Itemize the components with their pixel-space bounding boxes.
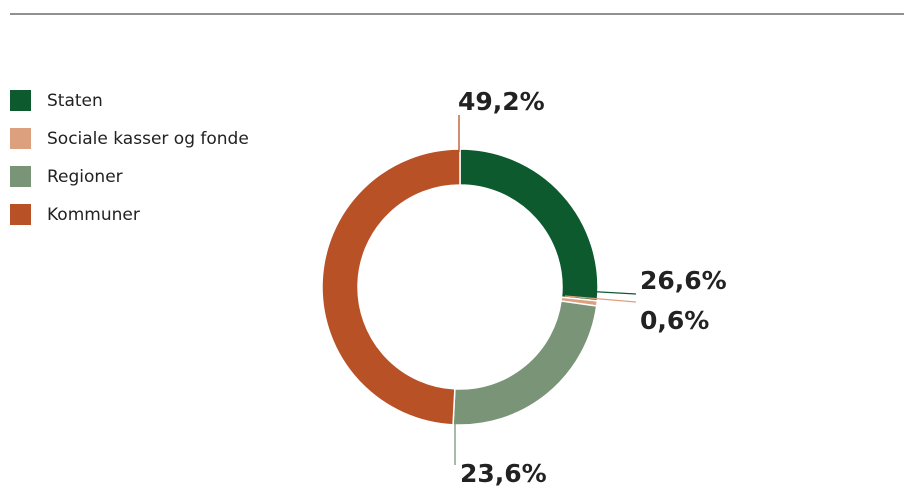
legend-swatch <box>10 128 31 149</box>
donut-slice <box>452 300 598 426</box>
donut-slice <box>459 148 599 302</box>
legend-label: Regioner <box>47 167 123 187</box>
legend-label: Sociale kasser og fonde <box>47 129 249 149</box>
leader-line <box>564 289 637 295</box>
donut-slice <box>321 148 461 426</box>
legend-label: Staten <box>47 91 103 111</box>
leader-line <box>564 295 637 303</box>
value-label: 26,6% <box>640 266 727 295</box>
value-label: 49,2% <box>458 87 545 116</box>
legend-swatch <box>10 166 31 187</box>
legend-label: Kommuner <box>47 205 140 225</box>
value-label: 23,6% <box>460 459 547 488</box>
legend-swatch <box>10 204 31 225</box>
legend-swatch <box>10 90 31 111</box>
value-label: 0,6% <box>640 306 709 335</box>
